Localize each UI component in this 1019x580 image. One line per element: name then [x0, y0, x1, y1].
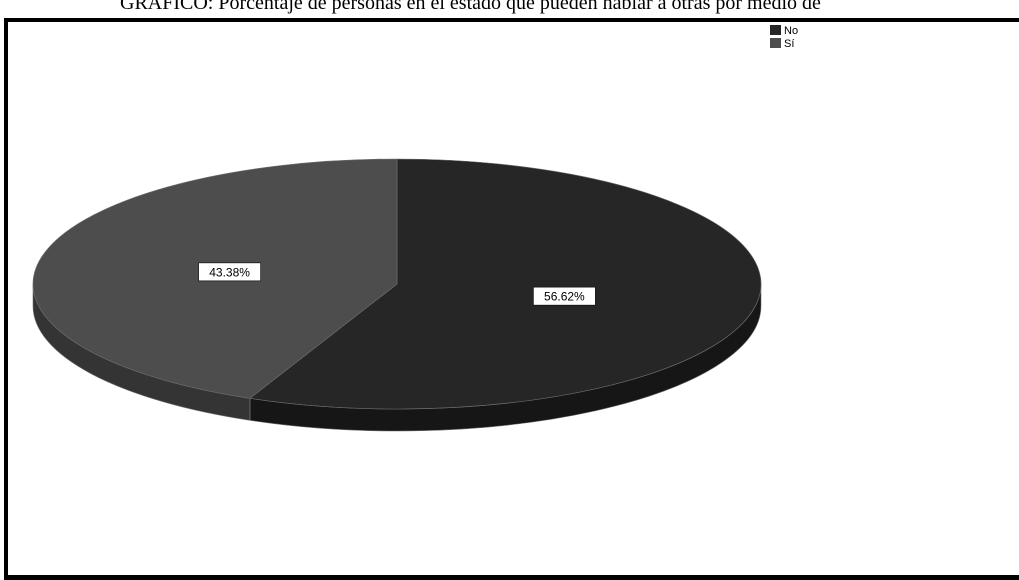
svg-text:43.38%: 43.38%	[209, 265, 250, 279]
svg-text:56.62%: 56.62%	[544, 290, 585, 304]
legend-swatch-no	[770, 25, 781, 35]
legend-swatch-si	[770, 38, 781, 48]
pie-slice-no	[249, 158, 762, 410]
page-title: GRÁFICO: Porcentaje de personas en el es…	[120, 0, 821, 14]
pie-labels: 56.62% 43.38%	[198, 262, 596, 306]
chart-legend: No Sí	[770, 25, 798, 50]
data-label-no: 56.62%	[533, 286, 596, 306]
data-label-si: 43.38%	[198, 262, 261, 282]
legend-label-no: No	[784, 25, 798, 37]
pie-top	[32, 158, 762, 410]
legend-label-si: Sí	[784, 38, 794, 50]
